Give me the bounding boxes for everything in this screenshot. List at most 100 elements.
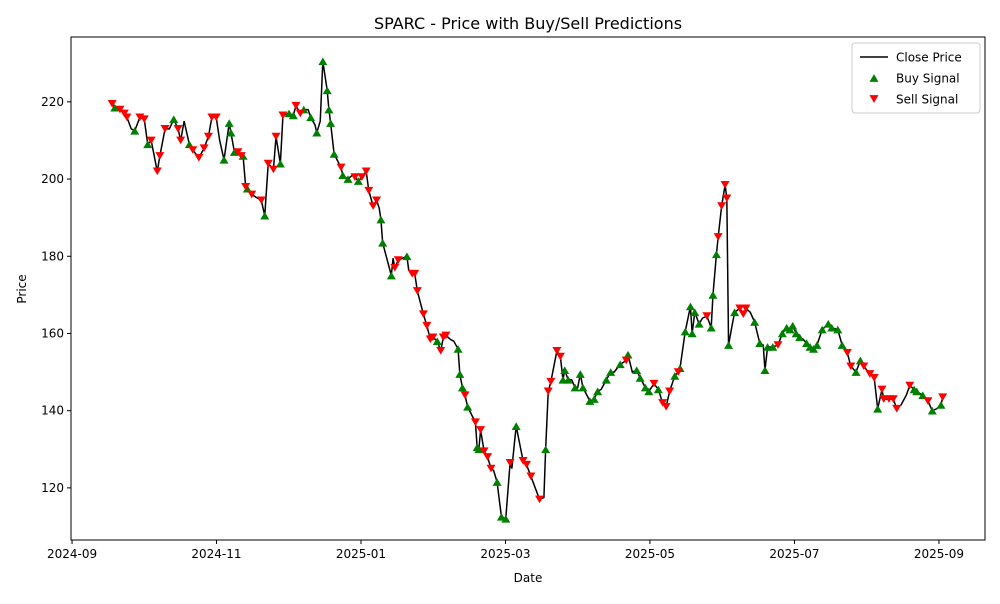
signal-marker (306, 113, 316, 122)
signal-marker (615, 360, 625, 369)
signal-marker (318, 57, 328, 66)
signal-marker (541, 445, 551, 454)
signal-marker (741, 304, 751, 313)
signal-marker (575, 370, 585, 378)
signal-marker (139, 115, 149, 124)
signal-marker (563, 375, 573, 384)
signal-marker (905, 381, 915, 390)
signal-marker (722, 194, 732, 203)
signal-marker (428, 333, 438, 342)
signal-marker (685, 302, 695, 311)
signal-marker (455, 370, 465, 378)
signal-marker (130, 126, 140, 135)
signal-marker (422, 321, 432, 330)
signal-marker (585, 397, 595, 405)
legend-marker (869, 95, 879, 103)
signal-marker (152, 167, 162, 176)
signal-marker (338, 171, 348, 180)
signal-marker (923, 397, 933, 405)
signal-marker (570, 383, 580, 392)
signal-marker (107, 99, 117, 108)
signal-marker (851, 368, 861, 376)
signal-marker (260, 211, 270, 220)
signal-marker (760, 366, 770, 374)
signal-marker (873, 404, 883, 413)
signal-marker (543, 387, 553, 396)
signal-marker (724, 341, 734, 349)
signal-marker (324, 105, 334, 114)
y-tick-label: 220 (41, 95, 64, 109)
signal-marker (755, 339, 765, 347)
signal-marker (224, 119, 234, 127)
signal-marker (546, 377, 556, 386)
signal-marker (470, 418, 480, 427)
signal-marker (936, 401, 946, 409)
signal-marker (713, 233, 723, 241)
signal-marker (694, 319, 704, 328)
signal-marker (176, 136, 186, 145)
legend-label: Buy Signal (896, 72, 960, 86)
signal-marker (518, 457, 528, 465)
signal-marker (526, 472, 536, 481)
signal-marker (687, 329, 697, 338)
signal-marker (661, 402, 671, 411)
signal-marker (785, 325, 795, 334)
signal-marker (670, 372, 680, 380)
signal-marker (236, 152, 246, 160)
signal-marker (552, 347, 562, 355)
signal-marker (393, 256, 403, 264)
signal-marker (673, 368, 683, 376)
signal-marker (241, 182, 251, 191)
signal-marker (463, 402, 473, 411)
signal-marker (501, 514, 511, 523)
signal-marker (361, 167, 371, 176)
signal-marker (432, 337, 442, 346)
x-tick-label: 2024-11 (191, 547, 241, 561)
signal-marker (918, 391, 928, 400)
signal-marker (229, 148, 239, 156)
signal-marker (295, 109, 305, 118)
signal-marker (368, 202, 378, 210)
signal-marker (768, 343, 778, 351)
signal-marker (735, 304, 745, 313)
signal-marker (226, 128, 236, 137)
signal-marker (173, 125, 183, 133)
signal-marker (823, 319, 833, 328)
signal-marker (410, 269, 420, 278)
signal-marker (453, 345, 463, 353)
signal-marker (738, 310, 748, 318)
signal-marker (653, 385, 663, 394)
signal-marker (378, 238, 388, 247)
signal-marker (115, 105, 125, 114)
signal-marker (938, 393, 948, 401)
signal-marker (555, 352, 565, 361)
signal-marker (717, 202, 727, 210)
signal-marker (110, 103, 120, 112)
signal-marker (680, 327, 690, 336)
signal-marker (892, 404, 902, 413)
signal-marker (155, 152, 165, 160)
signal-marker (268, 165, 278, 174)
signal-marker (809, 345, 819, 353)
signal-marker (203, 132, 213, 141)
signal-marker (644, 387, 654, 396)
signal-marker (122, 113, 132, 122)
legend-label: Sell Signal (896, 93, 958, 107)
signal-marker (288, 111, 298, 120)
signal-marker (750, 318, 760, 326)
signal-marker (441, 331, 451, 340)
signal-marker (601, 375, 611, 384)
signal-marker (256, 196, 266, 205)
signal-marker (649, 379, 659, 388)
signal-marker (329, 150, 339, 158)
signal-marker (706, 323, 716, 332)
signal-marker (418, 310, 428, 318)
signal-marker (436, 347, 446, 355)
signal-marker (833, 325, 843, 334)
signal-marker (312, 128, 322, 137)
plot-frame (70, 36, 986, 541)
signal-marker (483, 453, 493, 461)
signal-marker (690, 308, 700, 317)
y-tick-label: 180 (41, 249, 64, 263)
